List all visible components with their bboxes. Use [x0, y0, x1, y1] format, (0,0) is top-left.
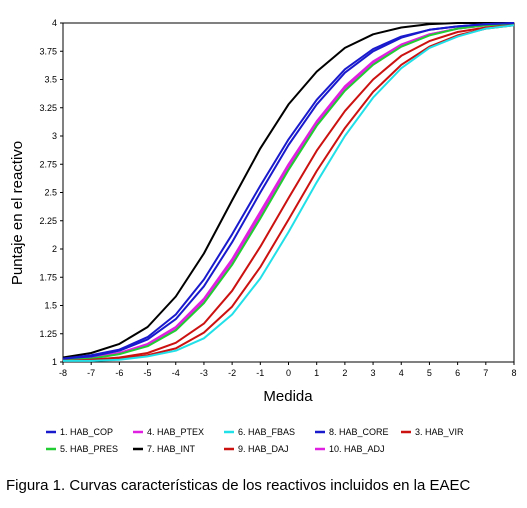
x-tick-label: 7 — [483, 368, 488, 378]
y-tick-label: 1 — [52, 357, 57, 367]
x-tick-label: 2 — [342, 368, 347, 378]
x-tick-label: 5 — [427, 368, 432, 378]
x-tick-label: -5 — [144, 368, 152, 378]
legend-item: 4. HAB_PTEX — [133, 427, 204, 437]
x-axis-title: Medida — [263, 388, 313, 405]
y-tick-label: 3.75 — [39, 46, 57, 56]
y-tick-label: 3 — [52, 131, 57, 141]
x-tick-label: 1 — [314, 368, 319, 378]
y-tick-label: 3.25 — [39, 103, 57, 113]
series-line-3 — [62, 23, 515, 361]
y-tick-label: 4 — [52, 18, 57, 28]
legend-item: 3. HAB_VIR — [401, 427, 464, 437]
plot-area — [62, 22, 515, 363]
legend-item: 8. HAB_CORE — [315, 427, 389, 437]
y-tick-label: 3.5 — [44, 75, 57, 85]
legend-item: 1. HAB_COP — [46, 427, 113, 437]
x-axis-ticks: -8 -7 -6 -5 -4 -3 -2 -1 0 1 2 3 4 5 6 7 8 — [59, 362, 517, 378]
y-tick-label: 1.75 — [39, 272, 57, 282]
legend-item: 5. HAB_PRES — [46, 444, 118, 454]
legend-item: 6. HAB_FBAS — [224, 427, 295, 437]
x-tick-label: 8 — [511, 368, 516, 378]
series-line-8 — [63, 24, 515, 362]
series-line-4 — [62, 23, 515, 361]
legend-label: 5. HAB_PRES — [60, 444, 118, 454]
x-tick-label: 3 — [371, 368, 376, 378]
legend-item: 9. HAB_DAJ — [224, 444, 289, 454]
y-tick-label: 2 — [52, 244, 57, 254]
x-tick-label: -4 — [172, 368, 180, 378]
series-layer — [62, 22, 515, 362]
legend-item: 7. HAB_INT — [133, 444, 196, 454]
x-tick-label: 4 — [399, 368, 404, 378]
y-tick-label: 2.75 — [39, 159, 57, 169]
legend-label: 1. HAB_COP — [60, 427, 113, 437]
y-axis-ticks: 1 1.25 1.5 1.75 2 2.25 2.5 2.75 3 3.25 3.5 3.75 4 — [39, 18, 63, 367]
x-tick-label: -1 — [256, 368, 264, 378]
legend-label: 10. HAB_ADJ — [329, 444, 385, 454]
y-tick-label: 1.5 — [44, 301, 57, 311]
plot-frame — [62, 22, 515, 363]
series-line-2 — [62, 24, 515, 362]
y-tick-label: 2.25 — [39, 216, 57, 226]
x-tick-label: -8 — [59, 368, 67, 378]
series-line-6 — [62, 22, 514, 359]
x-tick-label: 0 — [286, 368, 291, 378]
y-tick-label: 2.5 — [44, 188, 57, 198]
figure-caption: Figura 1. Curvas características de los … — [6, 477, 471, 494]
y-tick-label: 1.25 — [39, 329, 57, 339]
x-tick-label: 6 — [455, 368, 460, 378]
x-tick-label: -2 — [228, 368, 236, 378]
legend-label: 6. HAB_FBAS — [238, 427, 295, 437]
legend-item: 10. HAB_ADJ — [315, 444, 385, 454]
series-line-1 — [62, 22, 515, 360]
x-tick-label: -7 — [87, 368, 95, 378]
legend-label: 9. HAB_DAJ — [238, 444, 289, 454]
legend-label: 8. HAB_CORE — [329, 427, 389, 437]
x-tick-label: -3 — [200, 368, 208, 378]
legend: 1. HAB_COP 4. HAB_PTEX 6. HAB_FBAS 8. HAB_C… — [46, 427, 464, 454]
x-tick-label: -6 — [115, 368, 123, 378]
series-line-9 — [62, 23, 515, 361]
series-line-5 — [63, 24, 515, 362]
legend-label: 4. HAB_PTEX — [147, 427, 204, 437]
legend-label: 7. HAB_INT — [147, 444, 196, 454]
y-axis-title: Puntaje en el reactivo — [9, 141, 26, 285]
series-line-7 — [62, 22, 515, 360]
chart: 1 1.25 1.5 1.75 2 2.25 2.5 2.75 3 3.25 3.5 3.75 4 -8… — [9, 18, 517, 454]
legend-label: 3. HAB_VIR — [415, 427, 464, 437]
